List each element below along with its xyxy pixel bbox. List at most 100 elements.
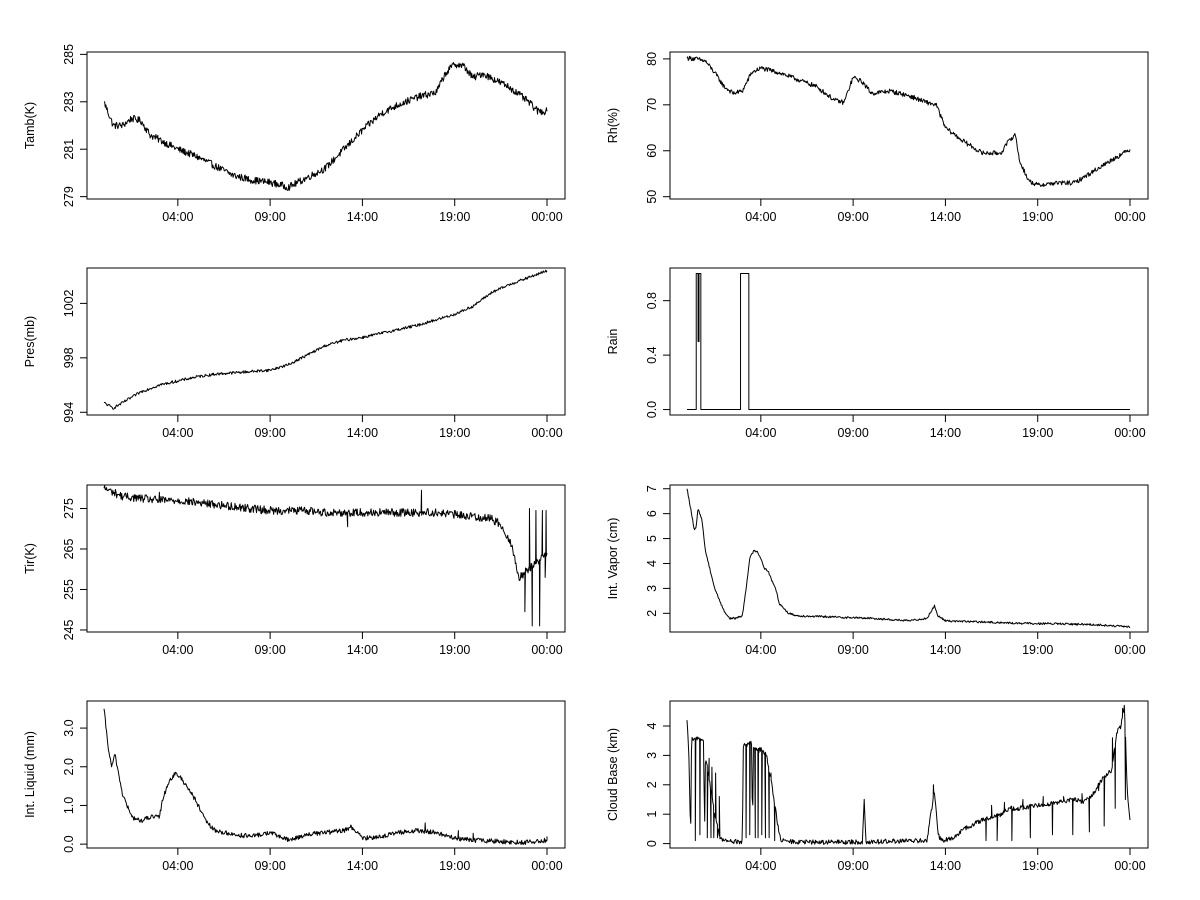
y-axis-title: Pres(mb) <box>23 316 37 367</box>
x-tick-label: 09:00 <box>837 426 868 440</box>
plot-frame <box>669 700 1149 849</box>
plot-frame <box>86 700 566 849</box>
plot-frame <box>669 267 1149 416</box>
x-tick-label: 00:00 <box>1114 210 1145 224</box>
y-tick-label: 2.0 <box>62 758 76 775</box>
y-tick-label: 1.0 <box>62 797 76 814</box>
y-tick-label: 80 <box>645 52 659 66</box>
y-axis-title: Cloud Base (km) <box>606 728 620 821</box>
plot-frame <box>86 51 566 200</box>
y-axis-title: Rain <box>606 329 620 355</box>
x-tick-label: 14:00 <box>347 426 378 440</box>
y-axis-title: Tir(K) <box>23 543 37 574</box>
y-tick-label: 2 <box>645 781 659 788</box>
panel-2: 04:00 09:00 14:00 19:00 00:00 50 60 70 80 Rh(%) <box>606 51 1149 224</box>
x-tick-label: 00:00 <box>531 859 562 873</box>
y-tick-label: 7 <box>645 485 659 492</box>
panel-6: 04:00 09:00 14:00 19:00 00:00 2 3 4 5 6 7 Int. Vapo… <box>606 484 1149 657</box>
y-tick-label: 60 <box>645 144 659 158</box>
panel-8: 04:00 09:00 14:00 19:00 00:00 0 1 2 3 4 Cloud Base… <box>606 700 1149 873</box>
y-axis-title: Int. Liquid (mm) <box>23 731 37 818</box>
x-tick-label: 04:00 <box>745 426 776 440</box>
y-tick-label: 275 <box>62 498 76 519</box>
series-line <box>103 708 548 845</box>
y-tick-label: 50 <box>645 190 659 204</box>
y-tick-label: 265 <box>62 539 76 560</box>
x-tick-label: 04:00 <box>162 426 193 440</box>
y-tick-label: 6 <box>645 510 659 517</box>
x-tick-label: 00:00 <box>1114 643 1145 657</box>
x-tick-label: 09:00 <box>254 859 285 873</box>
x-tick-label: 04:00 <box>162 859 193 873</box>
y-tick-label: 3 <box>645 752 659 759</box>
y-tick-label: 285 <box>62 44 76 65</box>
plot-frame <box>669 51 1149 200</box>
y-tick-label: 3 <box>645 585 659 592</box>
y-tick-label: 998 <box>62 347 76 368</box>
x-tick-label: 09:00 <box>254 210 285 224</box>
x-tick-label: 04:00 <box>162 210 193 224</box>
y-tick-label: 2 <box>645 610 659 617</box>
panel-7: 04:00 09:00 14:00 19:00 00:00 0.0 1.0 2.0 3.0 Int… <box>23 700 566 873</box>
series-line <box>687 272 1130 411</box>
y-tick-label: 5 <box>645 535 659 542</box>
x-tick-label: 14:00 <box>930 426 961 440</box>
x-tick-label: 00:00 <box>531 643 562 657</box>
y-tick-label: 0.4 <box>645 346 659 363</box>
y-tick-label: 0.8 <box>645 292 659 309</box>
x-tick-label: 00:00 <box>531 210 562 224</box>
y-tick-label: 281 <box>62 139 76 160</box>
x-tick-label: 04:00 <box>745 643 776 657</box>
y-tick-label: 0.0 <box>645 401 659 418</box>
y-tick-label: 279 <box>62 186 76 207</box>
y-tick-label: 4 <box>645 560 659 567</box>
series-line <box>686 704 1131 845</box>
x-tick-label: 09:00 <box>254 426 285 440</box>
x-tick-label: 19:00 <box>439 426 470 440</box>
plot-frame <box>86 267 566 416</box>
y-tick-label: 1002 <box>62 289 76 317</box>
series-line <box>103 61 548 191</box>
series-line <box>103 485 548 627</box>
panel-4: 04:00 09:00 14:00 19:00 00:00 0.0 0.4 0.8 Rain <box>606 267 1149 440</box>
y-axis-title: Tamb(K) <box>23 102 37 149</box>
x-tick-label: 14:00 <box>930 210 961 224</box>
y-tick-label: 994 <box>62 402 76 423</box>
x-tick-label: 04:00 <box>745 859 776 873</box>
x-tick-label: 09:00 <box>837 643 868 657</box>
x-tick-label: 14:00 <box>347 643 378 657</box>
x-tick-label: 19:00 <box>1022 643 1053 657</box>
x-tick-label: 04:00 <box>162 643 193 657</box>
y-tick-label: 255 <box>62 579 76 600</box>
x-tick-label: 00:00 <box>1114 859 1145 873</box>
x-tick-label: 19:00 <box>1022 859 1053 873</box>
y-axis-title: Int. Vapor (cm) <box>606 518 620 600</box>
x-tick-label: 14:00 <box>347 210 378 224</box>
x-tick-label: 19:00 <box>1022 210 1053 224</box>
series-line <box>686 55 1131 187</box>
y-tick-label: 4 <box>645 722 659 729</box>
x-tick-label: 09:00 <box>837 210 868 224</box>
series-line <box>686 488 1131 628</box>
x-tick-label: 19:00 <box>1022 426 1053 440</box>
x-tick-label: 09:00 <box>254 643 285 657</box>
x-tick-label: 00:00 <box>1114 426 1145 440</box>
y-tick-label: 1 <box>645 811 659 818</box>
panel-1: 04:00 09:00 14:00 19:00 00:00 279 281 283 285 Tam… <box>23 44 566 224</box>
panel-3: 04:00 09:00 14:00 19:00 00:00 994 998 1002 Pres(… <box>23 267 566 440</box>
x-tick-label: 14:00 <box>347 859 378 873</box>
x-tick-label: 19:00 <box>439 210 470 224</box>
y-tick-label: 70 <box>645 98 659 112</box>
x-tick-label: 00:00 <box>531 426 562 440</box>
x-tick-label: 14:00 <box>930 859 961 873</box>
x-tick-label: 04:00 <box>745 210 776 224</box>
y-tick-label: 0.0 <box>62 835 76 852</box>
y-tick-label: 245 <box>62 620 76 641</box>
y-tick-label: 0 <box>645 840 659 847</box>
plot-frame <box>669 484 1149 633</box>
plot-frame <box>86 484 566 633</box>
x-tick-label: 09:00 <box>837 859 868 873</box>
x-tick-label: 19:00 <box>439 643 470 657</box>
x-tick-label: 14:00 <box>930 643 961 657</box>
